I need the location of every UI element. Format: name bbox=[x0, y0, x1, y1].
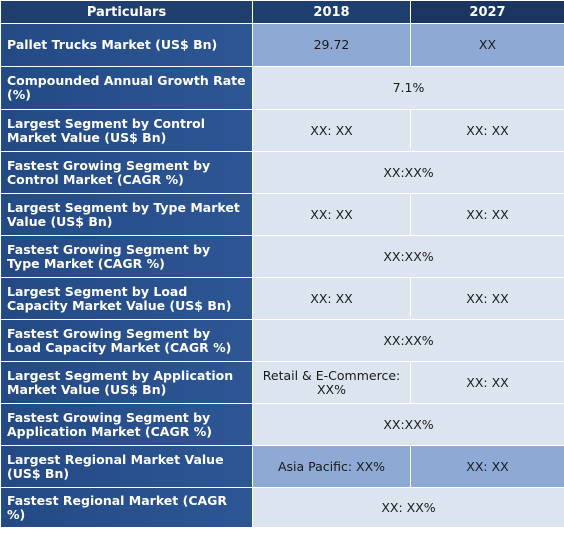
row-label: Largest Segment by Control Market Value … bbox=[0, 109, 253, 152]
cell-merged: XX:XX% bbox=[252, 319, 564, 362]
table-header-row: Particulars 2018 2027 bbox=[0, 0, 564, 24]
row-label: Fastest Regional Market (CAGR %) bbox=[0, 487, 253, 528]
header-2027: 2027 bbox=[410, 0, 564, 24]
cell-merged: XX: XX% bbox=[252, 487, 564, 528]
cell-2027: XX: XX bbox=[410, 361, 564, 404]
cell-2018: XX: XX bbox=[252, 277, 411, 320]
cell-2027: XX bbox=[410, 23, 564, 67]
row-label: Largest Segment by Type Market Value (US… bbox=[0, 193, 253, 236]
row-label: Largest Regional Market Value (US$ Bn) bbox=[0, 445, 253, 488]
cell-2018: Retail & E-Commerce: XX% bbox=[252, 361, 411, 404]
table-row: Fastest Regional Market (CAGR %) XX: XX% bbox=[0, 487, 564, 528]
row-label: Fastest Growing Segment by Type Market (… bbox=[0, 235, 253, 278]
cell-2027: XX: XX bbox=[410, 445, 564, 488]
row-label: Fastest Growing Segment by Application M… bbox=[0, 403, 253, 446]
table-row: Largest Segment by Application Market Va… bbox=[0, 361, 564, 404]
table-row: Fastest Growing Segment by Load Capacity… bbox=[0, 319, 564, 362]
table-row: Largest Segment by Control Market Value … bbox=[0, 109, 564, 152]
table-row: Compounded Annual Growth Rate (%) 7.1% bbox=[0, 66, 564, 110]
row-label: Fastest Growing Segment by Load Capacity… bbox=[0, 319, 253, 362]
cell-merged: 7.1% bbox=[252, 66, 564, 110]
cell-2018: XX: XX bbox=[252, 193, 411, 236]
cell-2018: XX: XX bbox=[252, 109, 411, 152]
cell-merged: XX:XX% bbox=[252, 151, 564, 194]
table-row: Fastest Growing Segment by Application M… bbox=[0, 403, 564, 446]
row-label: Pallet Trucks Market (US$ Bn) bbox=[0, 23, 253, 67]
cell-2027: XX: XX bbox=[410, 277, 564, 320]
table-row: Largest Segment by Load Capacity Market … bbox=[0, 277, 564, 320]
header-particulars: Particulars bbox=[0, 0, 253, 24]
cell-2018: 29.72 bbox=[252, 23, 411, 67]
header-2018: 2018 bbox=[252, 0, 411, 24]
row-label: Largest Segment by Load Capacity Market … bbox=[0, 277, 253, 320]
cell-2018: Asia Pacific: XX% bbox=[252, 445, 411, 488]
row-label: Compounded Annual Growth Rate (%) bbox=[0, 66, 253, 110]
table-row: Pallet Trucks Market (US$ Bn) 29.72 XX bbox=[0, 23, 564, 67]
cell-2027: XX: XX bbox=[410, 109, 564, 152]
table-row: Largest Segment by Type Market Value (US… bbox=[0, 193, 564, 236]
cell-2027: XX: XX bbox=[410, 193, 564, 236]
table-row: Fastest Growing Segment by Control Marke… bbox=[0, 151, 564, 194]
table-row: Fastest Growing Segment by Type Market (… bbox=[0, 235, 564, 278]
row-label: Largest Segment by Application Market Va… bbox=[0, 361, 253, 404]
cell-merged: XX:XX% bbox=[252, 235, 564, 278]
cell-merged: XX:XX% bbox=[252, 403, 564, 446]
row-label: Fastest Growing Segment by Control Marke… bbox=[0, 151, 253, 194]
table-row: Largest Regional Market Value (US$ Bn) A… bbox=[0, 445, 564, 488]
